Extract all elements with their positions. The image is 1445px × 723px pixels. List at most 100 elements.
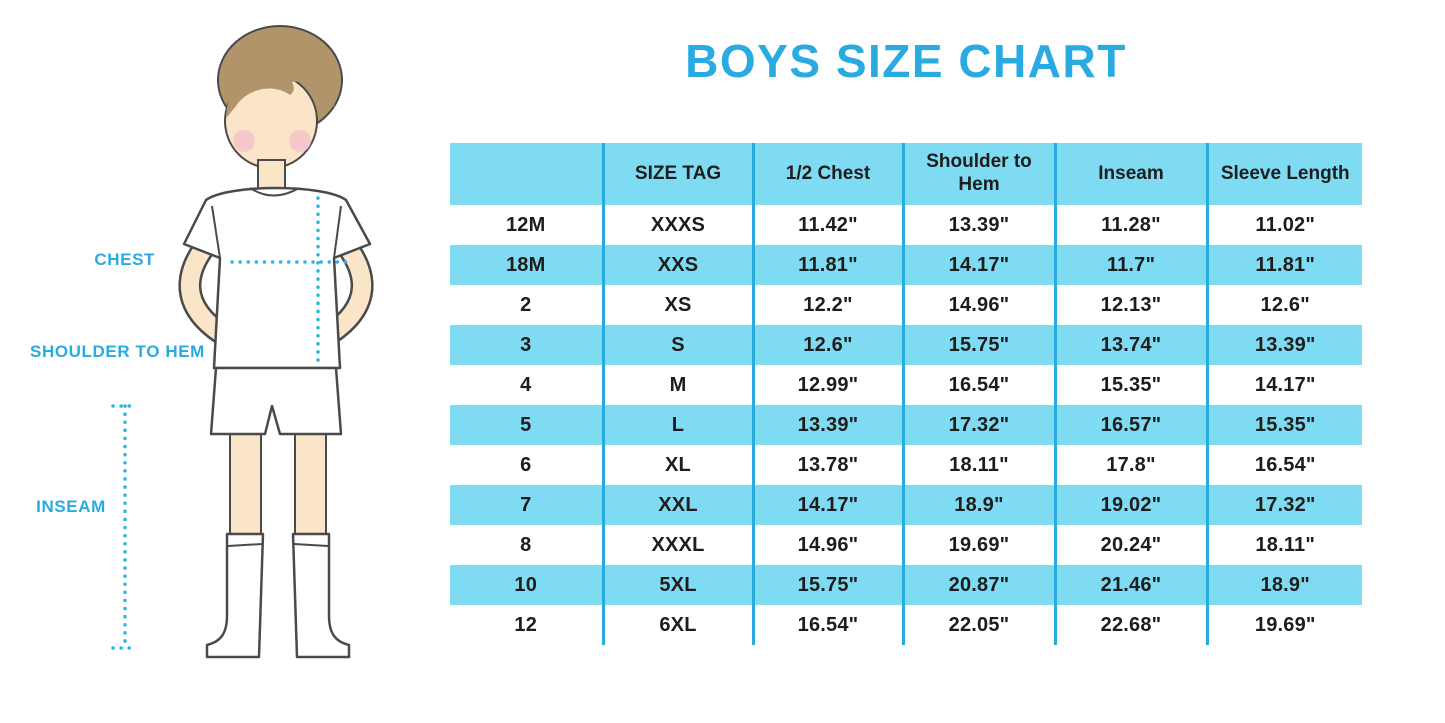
measurement-cell: 12.6" (1205, 285, 1362, 325)
table-row: 5 L 13.39" 17.32" 16.57" 15.35" (450, 405, 1362, 445)
measurement-cell: 18.11" (901, 445, 1055, 485)
measurement-cell: 18.9" (901, 485, 1055, 525)
table-row: 7 XXL 14.17" 18.9" 19.02" 17.32" (450, 485, 1362, 525)
measurement-cell: 13.74" (1053, 325, 1207, 365)
measurement-cell: 18.11" (1205, 525, 1362, 565)
measurement-cell: 12.6" (751, 325, 903, 365)
measurement-cell: 14.17" (1205, 365, 1362, 405)
measurement-cell: S (601, 325, 753, 365)
size-cell: 6 (520, 453, 532, 476)
measurement-cell: 17.8" (1053, 445, 1207, 485)
measurement-cell: 13.39" (751, 405, 903, 445)
measurement-cell: XXS (601, 245, 753, 285)
measurement-cell: 18.9" (1205, 565, 1362, 605)
column-header: Shoulder to Hem (901, 143, 1055, 205)
shoulder-to-hem-label: SHOULDER TO HEM (30, 342, 205, 361)
table-row: 2 XS 12.2" 14.96" 12.13" 12.6" (450, 285, 1362, 325)
measurement-cell: 16.57" (1053, 405, 1207, 445)
header-row: SIZE TAG 1/2 Chest Shoulder to Hem Inseam Sl… (450, 143, 1362, 205)
table-row: 6 XL 13.78" 18.11" 17.8" 16.54" (450, 445, 1362, 485)
measurement-cell: 21.46" (1053, 565, 1207, 605)
column-header: 1/2 Chest (751, 143, 903, 205)
measurement-cell: 19.02" (1053, 485, 1207, 525)
size-cell: 18M (450, 245, 603, 285)
measurement-cell: 11.81" (1205, 245, 1362, 285)
measurement-cell: XXXS (601, 205, 753, 245)
measurement-cell: 22.68" (1053, 605, 1207, 645)
table-row: 10 5XL 15.75" 20.87" 21.46" 18.9" (450, 565, 1362, 605)
table-row: 12M XXXS 11.42" 13.39" 11.28" 11.02" (450, 205, 1362, 245)
measurement-cell: 14.96" (901, 285, 1055, 325)
measurement-cell: 14.17" (901, 245, 1055, 285)
measurement-cell: 14.96" (751, 525, 903, 565)
boy-leg-left (229, 419, 262, 543)
boy-illustration (111, 25, 374, 659)
measurement-cell: XL (601, 445, 753, 485)
measurement-cell: 12.2" (751, 285, 903, 325)
size-chart-table: SIZE TAG 1/2 Chest Shoulder to Hem Inseam Sl… (450, 143, 1362, 645)
table-row: 8 XXXL 14.96" 19.69" 20.24" 18.11" (450, 525, 1362, 565)
boy-leg-right (294, 419, 327, 543)
size-cell: 2 (520, 293, 532, 316)
measurement-cell: 15.75" (751, 565, 903, 605)
size-cell: 5 (450, 405, 603, 445)
measurement-cell: 16.54" (1205, 445, 1362, 485)
boy-collar (249, 187, 300, 197)
table-row: 4 M 12.99" 16.54" 15.35" 14.17" (450, 365, 1362, 405)
boy-cheek (233, 130, 255, 152)
measurement-cell: 19.69" (901, 525, 1055, 565)
measurement-cell: XS (601, 285, 753, 325)
size-cell: 12 (514, 613, 538, 636)
measurement-cell: XXXL (601, 525, 753, 565)
measurement-cell: 12.13" (1053, 285, 1207, 325)
size-cell: 8 (520, 533, 532, 556)
measurement-cell: 20.87" (901, 565, 1055, 605)
size-cell: 4 (520, 373, 532, 396)
table-row: 18M XXS 11.81" 14.17" 11.7" 11.81" (450, 245, 1362, 285)
table-body: 12M XXXS 11.42" 13.39" 11.28" 11.02" 18M XXS 11.… (450, 205, 1362, 645)
column-header: Inseam (1053, 143, 1207, 205)
measurement-cell: 17.32" (901, 405, 1055, 445)
measurement-cell: 11.81" (751, 245, 903, 285)
size-cell: 12M (505, 213, 546, 236)
table-row: 12 6XL 16.54" 22.05" 22.68" 19.69" (450, 605, 1362, 645)
measurement-cell: 6XL (601, 605, 753, 645)
size-cell: 10 (450, 565, 603, 605)
boy-shorts (209, 366, 343, 436)
measurement-cell: 15.75" (901, 325, 1055, 365)
boy-hair-fringe (226, 59, 335, 118)
corner-header (450, 143, 603, 205)
measurement-cell: 16.54" (901, 365, 1055, 405)
column-header: SIZE TAG (601, 143, 753, 205)
measurement-cell: 22.05" (901, 605, 1055, 645)
measurement-cell: 5XL (601, 565, 753, 605)
boy-sock-right (291, 532, 351, 659)
measurement-cell: 15.35" (1205, 405, 1362, 445)
measurement-cell: 12.99" (751, 365, 903, 405)
measurement-cell: 17.32" (1205, 485, 1362, 525)
measurement-cell: 13.39" (1205, 325, 1362, 365)
measurement-cell: 14.17" (751, 485, 903, 525)
measurement-figure: CHEST SHOULDER TO HEM INSEAM (0, 0, 450, 723)
measurement-cell: 16.54" (751, 605, 903, 645)
measurement-cell: 11.02" (1205, 205, 1362, 245)
measurement-cell: L (601, 405, 753, 445)
measurement-cell: 19.69" (1205, 605, 1362, 645)
measurement-cell: 13.39" (901, 205, 1055, 245)
measurement-cell: 11.7" (1053, 245, 1207, 285)
table-header: SIZE TAG 1/2 Chest Shoulder to Hem Inseam Sl… (450, 143, 1362, 205)
measurement-cell: 13.78" (751, 445, 903, 485)
measurement-cell: XXL (601, 485, 753, 525)
measurement-cell: 11.42" (751, 205, 903, 245)
boy-cheek (289, 130, 311, 152)
measurement-cell: 15.35" (1053, 365, 1207, 405)
table-row: 3 S 12.6" 15.75" 13.74" 13.39" (450, 325, 1362, 365)
size-cell: 7 (450, 485, 603, 525)
column-header: Sleeve Length (1205, 143, 1362, 205)
measurement-cell: 20.24" (1053, 525, 1207, 565)
chest-label: CHEST (94, 250, 155, 269)
measurement-cell: M (601, 365, 753, 405)
inseam-label: INSEAM (36, 497, 106, 516)
page-title: BOYS SIZE CHART (685, 35, 1127, 87)
size-cell: 3 (450, 325, 603, 365)
